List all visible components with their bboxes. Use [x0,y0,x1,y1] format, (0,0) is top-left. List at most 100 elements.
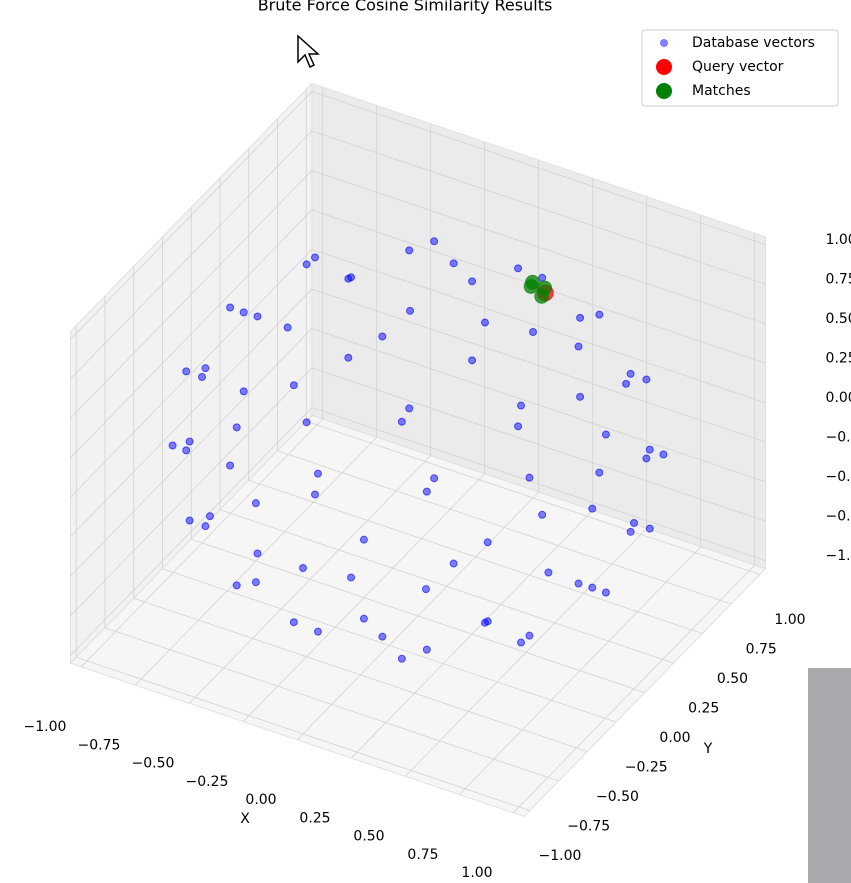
grid-line [70,91,313,340]
point [430,474,439,483]
point [359,535,368,544]
point [283,323,292,332]
point [313,469,322,478]
y-axis-label: Y [703,741,713,757]
point [251,578,260,587]
legend-box [641,29,839,107]
point [344,353,353,362]
legend-marker [660,39,668,47]
point [538,510,547,519]
point [205,512,214,521]
grid-line [306,420,760,575]
point [201,522,210,531]
grid-line [311,249,766,404]
point [449,559,458,568]
point [480,618,489,627]
grid-line [311,328,766,483]
z-tick-label: −0.75 [826,508,851,524]
point [659,450,668,459]
point [232,423,241,432]
point [201,364,210,373]
grid-line [311,407,766,562]
point [232,581,241,590]
grid-line [70,328,313,577]
grid-line [311,91,766,246]
x-tick-label: 0.75 [407,847,438,863]
point [378,632,387,641]
point [182,446,191,455]
y-tick-label: 0.50 [717,671,748,687]
y-tick-label: −1.00 [539,848,582,864]
grid-line [191,538,645,693]
point [576,392,585,401]
x-tick-label: 0.50 [353,829,384,845]
point [483,538,492,547]
point [430,237,439,246]
point [588,504,597,513]
panes [69,82,767,818]
point [289,381,298,390]
point [601,430,610,439]
point [251,499,260,508]
point [622,379,631,388]
grid-line [70,288,313,538]
x-axis-label: X [240,811,250,827]
point [514,422,523,431]
point [645,524,654,533]
point [525,631,534,640]
grid-line [133,597,588,752]
point [645,445,654,454]
grid-line [76,656,530,811]
cursor [297,34,320,69]
point [289,618,298,627]
point [574,579,583,588]
grid-line [311,170,766,325]
x-tick-label: 1.00 [461,865,492,881]
z-tick-label: 0.75 [826,271,851,287]
legend-marker [656,83,672,99]
point [378,332,387,341]
point [626,369,635,378]
legend-label: Matches [692,83,751,99]
z-tick-label: −0.50 [826,469,851,485]
point [480,318,489,327]
grid [70,87,766,814]
point [525,473,534,482]
point [397,654,406,663]
point [534,288,550,304]
point [226,303,235,312]
grid-line [70,407,313,656]
point [182,367,191,376]
point [626,527,635,536]
point [630,519,638,527]
point [422,487,431,496]
point [302,260,311,269]
point [299,564,307,572]
point [588,583,597,592]
point [595,310,604,319]
point [310,490,319,499]
z-tick-label: 0.00 [826,390,851,406]
point [302,418,311,427]
point [595,468,604,477]
point [406,306,415,315]
legend-label: Query vector [692,59,784,75]
point [359,614,368,623]
y-tick-label: 0.00 [659,730,690,746]
grid-line [162,568,617,723]
point [397,417,406,426]
grid-line [248,479,703,634]
point [421,585,430,594]
point [239,387,248,396]
point [198,373,206,381]
points [168,237,668,663]
point [642,375,651,384]
grid-line [219,509,674,664]
point [601,588,610,597]
z-tick-label: 0.50 [826,311,851,327]
y-tick-label: −0.75 [567,819,610,835]
grid-line [70,130,313,380]
chart-title: Brute Force Cosine Similarity Results [258,0,553,15]
